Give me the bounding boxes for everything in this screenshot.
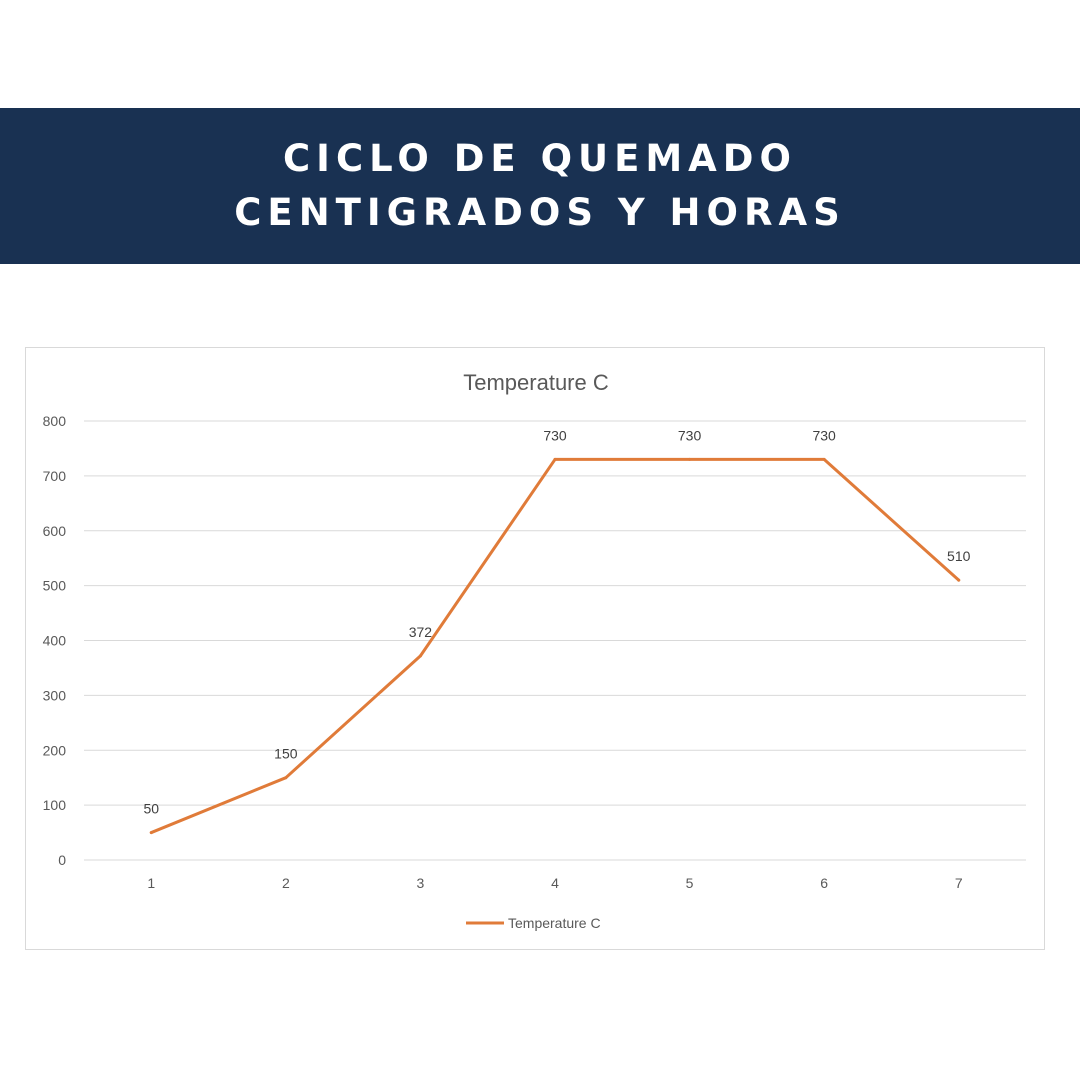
y-tick-label: 300 [43,687,67,703]
data-point [822,457,826,461]
x-tick-label: 1 [147,875,155,891]
y-tick-label: 0 [58,852,66,868]
data-label: 730 [678,427,702,443]
y-tick-label: 200 [43,742,67,758]
x-tick-label: 5 [686,875,694,891]
data-point [284,776,288,780]
line-chart: Temperature C 0100200300400500600700800 … [43,370,1026,931]
y-tick-label: 400 [43,633,67,649]
data-label: 730 [812,427,836,443]
y-tick-label: 100 [43,797,67,813]
chart-area: Temperature C 0 100 200 300 400 500 600 700 800 … [25,347,1045,950]
data-point [553,457,557,461]
data-label: 150 [274,746,298,762]
legend: Temperature C [466,915,601,931]
chart-title: Temperature C [463,370,609,395]
y-axis-ticks: 0 100 200 300 400 500 600 700 800 [43,413,67,868]
x-tick-label: 4 [551,875,559,891]
data-label: 730 [543,427,567,443]
data-point [957,578,961,582]
banner-title-line-1: CICLO DE QUEMADO [283,137,797,180]
data-point [688,457,692,461]
y-tick-label: 600 [43,523,67,539]
data-label: 372 [409,624,433,640]
x-axis-ticks: 1 2 3 4 5 6 7 [147,875,962,891]
banner-title-line-2: CENTIGRADOS Y HORAS [234,191,846,234]
data-labels: 50 150 372 730 730 730 510 [143,427,970,816]
title-banner: CICLO DE QUEMADO CENTIGRADOS Y HORAS [0,108,1080,264]
gridlines [84,420,1026,861]
x-tick-label: 7 [955,875,963,891]
x-tick-label: 3 [417,875,425,891]
data-point [418,654,422,658]
data-point [149,831,153,835]
data-label: 50 [143,801,159,817]
y-tick-label: 700 [43,468,67,484]
x-tick-label: 6 [820,875,828,891]
legend-label: Temperature C [508,915,601,931]
x-tick-label: 2 [282,875,290,891]
series-lines [149,457,961,835]
series-line [149,457,961,835]
y-tick-label: 500 [43,578,67,594]
data-label: 510 [947,548,971,564]
y-tick-label: 800 [43,413,67,429]
